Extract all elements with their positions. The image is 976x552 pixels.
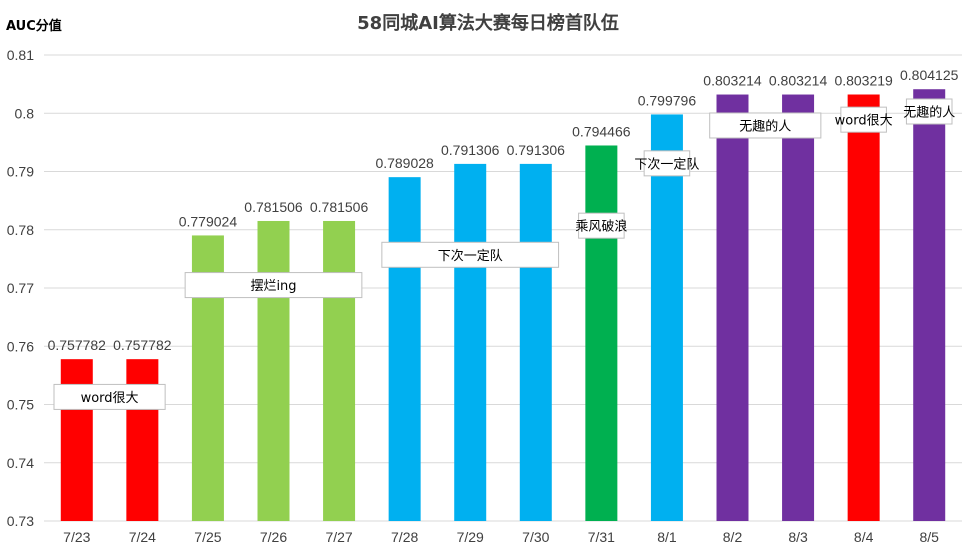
bar [60, 359, 93, 521]
y-tick-label: 0.73 [7, 513, 34, 529]
data-label: 0.781506 [310, 199, 369, 215]
bar [257, 220, 290, 522]
team-label: 下次一定队 [634, 150, 699, 177]
bar [323, 220, 356, 522]
team-label-text: 下次一定队 [634, 156, 699, 172]
team-label: 下次一定队 [381, 241, 560, 268]
team-label-box [381, 241, 560, 268]
x-tick-label: 7/30 [522, 529, 549, 545]
team-label-box [643, 150, 691, 177]
x-tick-label: 7/26 [260, 529, 287, 545]
bar [847, 94, 880, 521]
team-label-text: 摆烂ing [250, 279, 296, 294]
data-label: 0.794466 [572, 123, 631, 139]
x-tick-label: 8/2 [723, 529, 743, 545]
data-label: 0.789028 [375, 155, 434, 171]
y-tick-label: 0.74 [7, 455, 34, 471]
y-tick-label: 0.75 [7, 397, 34, 413]
bar [388, 177, 421, 521]
team-label-text: 乘风破浪 [575, 220, 627, 235]
x-tick-label: 8/5 [919, 529, 939, 545]
bar [913, 89, 946, 522]
team-label: 无趣的人 [903, 98, 955, 125]
y-tick-label: 0.77 [7, 280, 34, 296]
x-axis-ticks: 7/23 7/24 7/25 7/26 7/27 7/28 7/29 7/30 7/31 8/1 8… [63, 529, 939, 545]
data-label: 0.757782 [113, 337, 172, 353]
x-tick-label: 7/27 [325, 529, 352, 545]
bar [782, 94, 815, 522]
team-label: 无趣的人 [709, 112, 822, 139]
data-label: 0.804125 [900, 67, 959, 83]
team-label: 乘风破浪 [575, 212, 627, 239]
x-tick-label: 8/4 [854, 529, 874, 545]
x-tick-label: 7/31 [588, 529, 615, 545]
data-labels: 0.757782 0.757782 0.779024 0.781506 0.781506… [48, 67, 959, 353]
x-tick-label: 7/25 [194, 529, 221, 545]
team-label-text: 无趣的人 [903, 105, 955, 121]
team-label-text: 无趣的人 [739, 118, 791, 134]
team-label-text: word很大 [81, 391, 139, 406]
team-label-box [840, 106, 887, 133]
team-label-box [184, 272, 363, 299]
data-label: 0.779024 [179, 213, 238, 229]
team-label-text: word很大 [835, 114, 893, 129]
bar [585, 145, 618, 522]
data-label: 0.803214 [703, 73, 762, 89]
bar [454, 163, 487, 521]
data-label: 0.803214 [769, 73, 828, 89]
x-tick-label: 7/28 [391, 529, 418, 545]
x-tick-label: 8/1 [657, 529, 677, 545]
y-axis-ticks: 0.73 0.74 0.75 0.76 0.77 0.78 0.79 0.8 0.81 [7, 47, 34, 529]
data-label: 0.791306 [507, 142, 566, 158]
team-label-box [53, 383, 166, 410]
team-label-text: 下次一定队 [438, 248, 503, 264]
bar [716, 94, 749, 522]
y-tick-label: 0.76 [7, 338, 34, 354]
bars [60, 89, 946, 522]
data-label: 0.799796 [638, 92, 697, 108]
bar [650, 114, 683, 522]
x-tick-label: 8/3 [788, 529, 808, 545]
y-tick-label: 0.79 [7, 164, 34, 180]
team-label-box [578, 212, 625, 239]
y-tick-label: 0.8 [15, 105, 35, 121]
team-label: 摆烂ing [184, 272, 363, 299]
x-tick-label: 7/24 [129, 529, 156, 545]
team-label: word很大 [835, 106, 893, 133]
team-label-box [905, 98, 953, 125]
bar [126, 359, 159, 521]
y-tick-label: 0.81 [7, 47, 34, 63]
team-label-box [709, 112, 822, 139]
data-label: 0.781506 [244, 199, 303, 215]
gridlines [44, 54, 962, 522]
team-label: word很大 [53, 383, 166, 410]
data-label: 0.757782 [48, 337, 107, 353]
y-tick-label: 0.78 [7, 222, 34, 238]
x-tick-label: 7/23 [63, 529, 90, 545]
chart-title: 58同城AI算法大赛每日榜首队伍 [357, 12, 619, 34]
data-label: 0.803219 [834, 72, 893, 88]
y-axis-label: AUC分值 [6, 18, 62, 34]
bar [519, 163, 552, 521]
data-label: 0.791306 [441, 142, 500, 158]
x-tick-label: 7/29 [457, 529, 484, 545]
